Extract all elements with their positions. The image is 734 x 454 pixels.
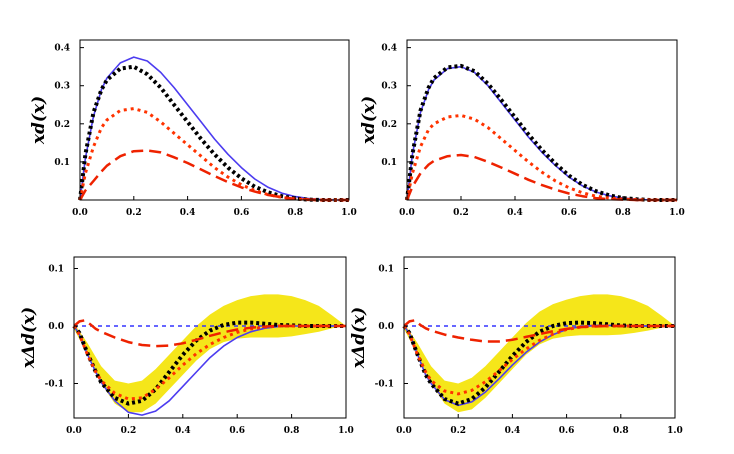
x-tick-label: 0.0 xyxy=(72,208,88,218)
panel-bottom-right: 0.0 0.2 0.4 0.6 0.8 1.0 0.1 0.0 -0.1 xΔd(x) xyxy=(349,256,683,436)
series-line-dotted-red xyxy=(405,113,677,202)
panel-bottom-left: 0.0 0.2 0.4 0.6 0.8 1.0 0.1 0.0 -0.1 xΔd(x) xyxy=(19,256,354,436)
y-tick-label: -0.1 xyxy=(45,380,64,390)
x-tick-label: 0.2 xyxy=(450,426,466,436)
x-tick-label: 1.0 xyxy=(341,208,357,218)
y-tick-label: 0.1 xyxy=(48,265,64,275)
x-tick-label: 1.0 xyxy=(669,208,685,218)
x-tick-label: 0.4 xyxy=(507,208,523,218)
series-line-dotted-red xyxy=(72,324,346,401)
y-axis-label: xΔd(x) xyxy=(19,307,39,369)
y-tick-label: 0.0 xyxy=(48,322,64,332)
x-tick-label: 0.6 xyxy=(561,208,577,218)
series-line-dotted-red xyxy=(78,107,349,202)
y-tick-label: 0.1 xyxy=(381,158,397,168)
series-line-dotted-black xyxy=(78,64,349,202)
x-tick-label: 0.2 xyxy=(121,426,137,436)
series-line-dashed-red xyxy=(403,319,675,343)
series-line-solid-blue xyxy=(79,56,349,201)
y-tick-label: 0.3 xyxy=(381,82,397,92)
x-tick-label: 0.6 xyxy=(229,426,245,436)
y-axis-label: xΔd(x) xyxy=(349,307,369,369)
x-tick-label: 0.6 xyxy=(559,426,575,436)
series-line-dashed-red xyxy=(405,153,677,202)
error-band xyxy=(404,294,675,413)
y-tick-label: 0.1 xyxy=(378,265,394,275)
y-axis-label: xd(x) xyxy=(29,96,49,145)
x-tick-label: 0.8 xyxy=(284,426,300,436)
x-tick-label: 0.8 xyxy=(615,208,631,218)
y-tick-label: 0.4 xyxy=(381,44,397,54)
panel-top-left: 0.0 0.2 0.4 0.6 0.8 1.0 0.1 0.2 0.3 0.4 xd(x) xyxy=(29,39,357,218)
plot-frame xyxy=(406,39,678,201)
y-tick-label: 0.2 xyxy=(381,120,397,130)
error-band xyxy=(74,294,346,413)
x-tick-label: 0.0 xyxy=(66,426,82,436)
y-tick-label: 0.3 xyxy=(54,82,70,92)
series-line-solid-blue xyxy=(406,65,677,201)
series-line-dotted-black xyxy=(405,63,677,202)
series-line-dotted-black xyxy=(402,320,675,406)
x-tick-label: 0.8 xyxy=(613,426,629,436)
y-tick-label: 0.0 xyxy=(378,322,394,332)
x-tick-label: 0.4 xyxy=(505,426,521,436)
x-tick-label: 1.0 xyxy=(667,426,683,436)
series-line-dotted-red xyxy=(402,324,675,396)
x-tick-label: 0.0 xyxy=(396,426,412,436)
x-tick-label: 0.8 xyxy=(287,208,303,218)
y-tick-label: 0.2 xyxy=(54,120,70,130)
x-tick-label: 0.6 xyxy=(234,208,250,218)
x-tick-label: 0.2 xyxy=(126,208,142,218)
plot-frame xyxy=(73,256,347,419)
y-tick-label: -0.1 xyxy=(375,380,394,390)
x-tick-label: 0.4 xyxy=(180,208,196,218)
plot-frame xyxy=(403,256,676,419)
x-tick-label: 1.0 xyxy=(338,426,354,436)
y-tick-label: 0.1 xyxy=(54,158,70,168)
panel-top-right: 0.0 0.2 0.4 0.6 0.8 1.0 0.1 0.2 0.3 0.4 xd(x) xyxy=(359,39,685,218)
series-line-dashed-red xyxy=(73,319,346,348)
series-line-dashed-red xyxy=(78,149,349,202)
y-axis-label: xd(x) xyxy=(359,96,379,145)
plot-frame xyxy=(79,39,350,201)
x-tick-label: 0.0 xyxy=(399,208,415,218)
y-tick-label: 0.4 xyxy=(54,44,70,54)
x-tick-label: 0.4 xyxy=(175,426,191,436)
x-tick-label: 0.2 xyxy=(453,208,469,218)
